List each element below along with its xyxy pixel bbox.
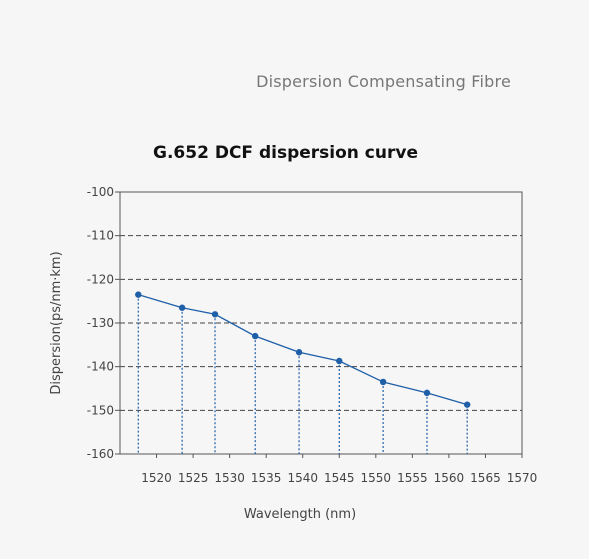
page-header-title: Dispersion Compensating Fibre <box>256 72 511 91</box>
x-tick-label: 1530 <box>214 471 245 485</box>
x-tick-label: 1540 <box>287 471 318 485</box>
x-tick-label: 1570 <box>507 471 538 485</box>
data-point <box>295 349 303 356</box>
y-tick-label: -140 <box>87 360 114 374</box>
y-tick-label: -160 <box>87 447 114 461</box>
x-tick-label: 1550 <box>361 471 392 485</box>
data-point <box>135 291 142 298</box>
x-tick-label: 1520 <box>141 471 172 485</box>
y-tick-label: -120 <box>87 272 114 286</box>
x-tick-label: 1535 <box>251 471 282 485</box>
y-tick-label: -130 <box>87 316 114 330</box>
y-tick-label: -110 <box>87 229 114 243</box>
series-line <box>138 293 468 406</box>
x-tick-label: 1525 <box>178 471 209 485</box>
data-point <box>423 389 431 397</box>
x-tick-label: 1555 <box>397 471 428 485</box>
chart-title: G.652 DCF dispersion curve <box>153 143 418 163</box>
data-point <box>178 304 186 311</box>
y-axis-label: Dispersion(ps/nm·km) <box>49 251 64 394</box>
x-tick-label: 1545 <box>324 471 355 485</box>
y-tick-label: -100 <box>87 185 114 199</box>
y-tick-label: -150 <box>87 403 114 417</box>
x-axis-label: Wavelength (nm) <box>244 507 356 522</box>
x-tick-label: 1560 <box>434 471 465 485</box>
data-point <box>379 378 387 386</box>
x-tick-label: 1565 <box>470 471 501 485</box>
data-point <box>252 332 259 340</box>
data-point <box>211 311 219 318</box>
data-point <box>463 401 471 408</box>
data-point <box>336 357 343 365</box>
